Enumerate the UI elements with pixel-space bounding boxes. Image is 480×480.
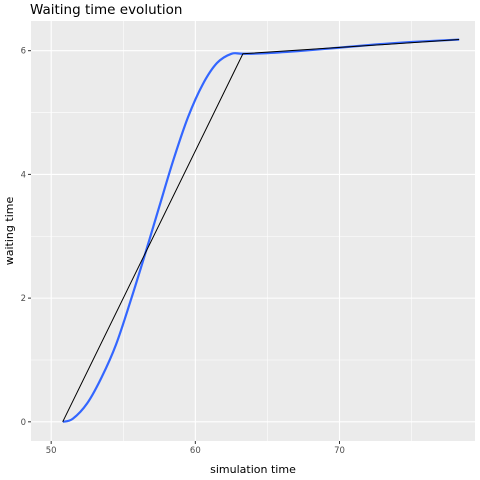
plot-panel	[31, 21, 475, 441]
y-axis: 0 2 4 6	[21, 47, 31, 428]
series-layer	[62, 38, 460, 423]
minor-gridlines	[31, 21, 475, 441]
major-gridlines	[31, 21, 475, 441]
y-tick-label: 0	[21, 418, 26, 428]
raw-line	[62, 39, 460, 423]
y-tick-label: 2	[21, 294, 26, 304]
chart-title: Waiting time evolution	[30, 2, 182, 18]
x-tick-label: 50	[46, 446, 57, 456]
x-tick-label: 70	[334, 446, 345, 456]
y-axis-title: waiting time	[3, 197, 16, 266]
y-tick-label: 6	[21, 47, 26, 57]
x-axis-title: simulation time	[210, 463, 296, 476]
y-tick-label: 4	[21, 170, 26, 180]
x-axis: 50 60 70	[46, 441, 345, 456]
x-tick-label: 60	[190, 446, 201, 456]
